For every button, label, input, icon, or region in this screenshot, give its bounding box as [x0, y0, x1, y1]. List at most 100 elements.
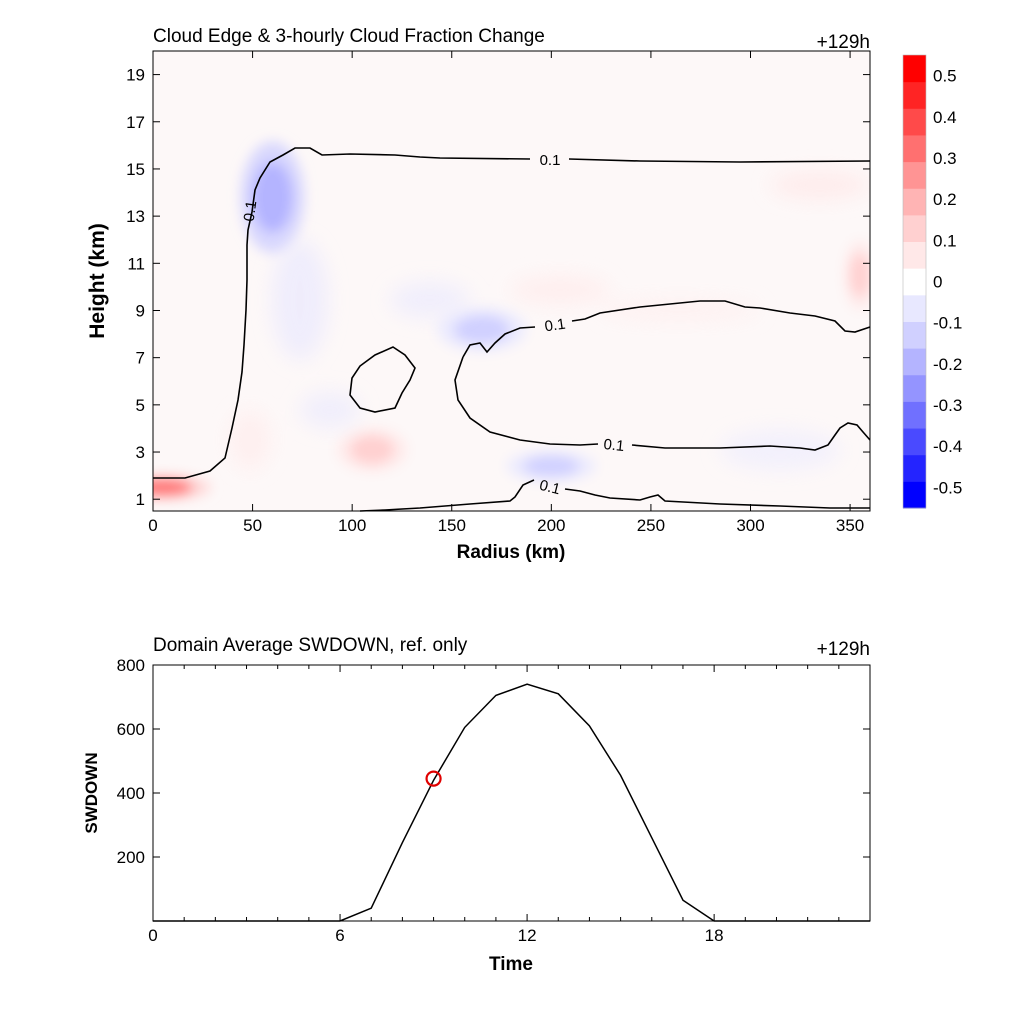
contour-line-lower: [454, 356, 871, 451]
swdown-panel: 0 6 12 18 200 400 600 800 Domain Average SWDOWN…: [82, 635, 871, 975]
contour-line-closed: [349, 346, 416, 413]
contour-labels: 0.1 0.1 0.1 0.1 0.1: [241, 152, 626, 498]
bottom-title: Domain Average SWDOWN, ref. only: [153, 635, 468, 656]
colorbar-tick-label: 0.4: [933, 108, 957, 127]
y-tick-label: 5: [136, 396, 145, 415]
y-tick-label: 400: [117, 784, 145, 803]
anomaly-blob: [436, 306, 527, 352]
anomaly-blob: [240, 141, 305, 254]
top-y-axis-label: Height (km): [86, 223, 109, 339]
anomaly-blob: [153, 474, 211, 501]
colorbar-swatch: [903, 55, 926, 83]
y-tick-label: 1: [136, 490, 145, 509]
colorbar-swatch: [903, 428, 926, 456]
contour-lines: [153, 147, 871, 512]
y-tick-label: 11: [127, 254, 145, 273]
y-tick-label: 19: [126, 66, 145, 85]
colorbar-tick-label: -0.3: [933, 396, 962, 415]
plot-frame: [152, 50, 871, 512]
x-tick-label: 150: [438, 516, 466, 535]
colorbar-tick-label: -0.4: [933, 437, 962, 456]
colorbar-swatch: [903, 294, 926, 322]
colorbar-swatch: [903, 161, 926, 189]
y-tick-label: 3: [136, 443, 145, 462]
colorbar-tick-label: 0.5: [933, 67, 957, 86]
colorbar-tick-label: 0.1: [933, 231, 957, 250]
anomaly-blob: [506, 450, 597, 483]
contour-label: 0.1: [538, 477, 562, 499]
x-tick-label: 0: [148, 516, 157, 535]
colorbar-tick-label: 0: [933, 273, 942, 292]
y-tick-label: 17: [126, 113, 145, 132]
current-time-marker: [425, 770, 442, 787]
shade-patch: [390, 282, 470, 318]
top-time-label: +129h: [817, 32, 870, 53]
anomaly-core: [850, 253, 870, 298]
shade-patch: [510, 276, 610, 304]
x-tick-label: 250: [637, 516, 665, 535]
colorbar-frame: [902, 54, 927, 509]
shade-patch: [272, 240, 328, 360]
top-title: Cloud Edge & 3-hourly Cloud Fraction Cha…: [153, 26, 545, 47]
colorbar-tick-label: -0.2: [933, 355, 962, 374]
y-tick-label: 13: [126, 207, 145, 226]
swdown-series-line: [153, 683, 870, 922]
y-tick-label: 7: [136, 349, 145, 368]
x-tick-label: 0: [148, 926, 157, 945]
x-tick-label: 18: [705, 926, 724, 945]
colorbar-tick-label: -0.1: [933, 314, 962, 333]
colorbar-swatch: [903, 214, 926, 243]
anomaly-core: [350, 435, 395, 464]
contour-line-mid: [462, 300, 871, 358]
y-tick-label: 9: [136, 301, 145, 320]
anomaly-core: [523, 456, 580, 477]
contour-line-bottom: [359, 479, 870, 512]
contour-label: 0.1: [540, 152, 561, 169]
x-tick-label: 12: [518, 926, 537, 945]
contour-label: 0.1: [544, 316, 567, 336]
x-tick-label: 50: [243, 516, 262, 535]
colorbar-tick-label: -0.5: [933, 478, 962, 497]
colorbar-tick-label: 0.3: [933, 149, 957, 168]
colorbar-swatch: [903, 268, 926, 296]
colorbar-swatch: [903, 321, 926, 349]
colorbar-swatch: [903, 81, 926, 109]
anomaly-blob: [336, 427, 408, 473]
anomaly-core: [252, 162, 293, 233]
y-tick-label: 600: [117, 720, 145, 739]
y-tick-label: 200: [117, 848, 145, 867]
shade-patch: [230, 410, 270, 470]
top-x-axis-label: Radius (km): [457, 542, 566, 563]
shade-patch: [600, 300, 760, 320]
colorbar-swatch: [903, 348, 926, 376]
colorbar: 0.5 0.4 0.3 0.2 0.1 0 -0.1 -0.2 -0.3 -0.4 -0.5: [902, 54, 962, 509]
colorbar-swatch: [903, 481, 926, 509]
x-tick-label: 200: [537, 516, 565, 535]
y-tick-label: 15: [126, 160, 145, 179]
colorbar-swatch: [903, 188, 926, 216]
colorbar-swatch: [903, 108, 926, 136]
colorbar-swatch: [903, 454, 926, 482]
colorbar-tick-label: 0.2: [933, 190, 957, 209]
bottom-x-axis-label: Time: [489, 954, 533, 975]
contour-label: 0.1: [603, 436, 626, 455]
anomaly-core: [453, 315, 510, 344]
x-tick-label: 300: [736, 516, 764, 535]
bottom-axis-ticks: 0 6 12 18 200 400 600 800: [117, 656, 870, 945]
shade-patch: [720, 430, 840, 470]
colorbar-swatch: [903, 401, 926, 429]
contour-line-outer: [153, 147, 871, 479]
bottom-y-axis-label: SWDOWN: [82, 752, 101, 833]
shade-patch: [300, 392, 360, 428]
anomaly-core: [153, 479, 193, 496]
cloud-fraction-panel: 0.10.10.10.10.1 0 50 100 150 200 250 300 350135…: [86, 26, 871, 563]
colorbar-swatch: [903, 374, 926, 402]
y-tick-label: 800: [117, 656, 145, 675]
bottom-time-label: +129h: [817, 639, 870, 660]
bottom-plot-frame: [152, 664, 871, 922]
x-tick-label: 350: [836, 516, 864, 535]
contour-label: 0.1: [241, 200, 261, 223]
anomaly-blob: [844, 239, 870, 311]
